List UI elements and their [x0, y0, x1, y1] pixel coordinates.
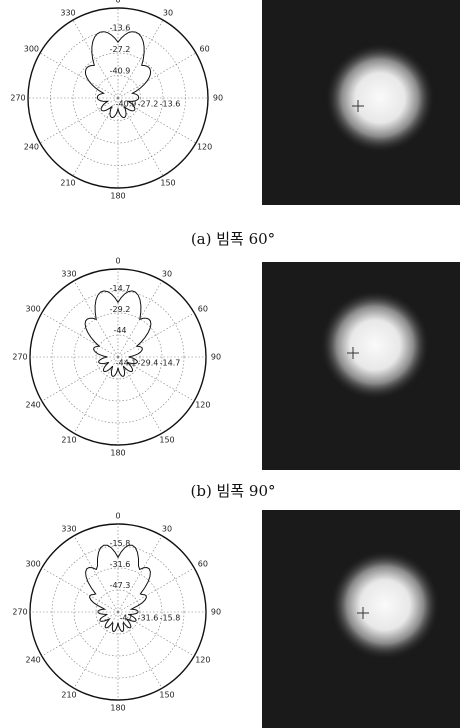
- polar-spoke: [73, 98, 118, 176]
- angle-label: 240: [24, 143, 39, 152]
- angle-label: 180: [110, 449, 125, 458]
- horizontal-label: -13.6: [160, 100, 181, 109]
- angle-label: 0: [115, 0, 120, 5]
- image-glow: [330, 550, 440, 660]
- angle-label: 120: [195, 656, 210, 665]
- polar-spoke: [40, 98, 118, 143]
- angle-label: 120: [195, 401, 210, 410]
- caption: (a) 빔폭 60°: [191, 230, 275, 248]
- angle-label: 270: [10, 94, 25, 103]
- polar-spoke: [40, 53, 118, 98]
- angle-label: 30: [162, 269, 172, 278]
- radial-label: -44: [113, 326, 126, 335]
- angle-label: 240: [25, 656, 40, 665]
- angle-label: 0: [115, 257, 120, 266]
- radial-label: -47.3: [110, 581, 131, 590]
- horizontal-label: -47: [119, 614, 132, 623]
- angle-label: 330: [61, 269, 76, 278]
- horizontal-label: -40.9: [116, 100, 137, 109]
- radial-label: -13.6: [110, 23, 131, 32]
- figure: 0306090120150180210240270300330-13.6-27.…: [0, 0, 466, 728]
- angle-label: 60: [198, 305, 208, 314]
- angle-label: 150: [160, 178, 175, 187]
- radial-label: -15.8: [110, 539, 131, 548]
- angle-label: 60: [198, 560, 208, 569]
- angle-label: 90: [211, 608, 221, 617]
- horizontal-label: -29.4: [138, 359, 159, 368]
- angle-label: 330: [60, 9, 75, 18]
- polar-spoke: [42, 357, 118, 401]
- angle-label: 240: [25, 401, 40, 410]
- image-glow: [325, 43, 435, 153]
- polar-spoke: [118, 98, 163, 176]
- radial-label: -40.9: [110, 67, 131, 76]
- angle-label: 90: [211, 353, 221, 362]
- angle-label: 180: [110, 192, 125, 201]
- angle-label: 210: [61, 436, 76, 445]
- radial-label: -14.7: [110, 284, 131, 293]
- angle-label: 150: [159, 436, 174, 445]
- angle-label: 120: [197, 143, 212, 152]
- horizontal-label: -27.2: [138, 100, 159, 109]
- caption: (b) 빔폭 90°: [190, 482, 275, 500]
- image-glow: [320, 290, 430, 400]
- horizontal-label: -31.6: [138, 614, 159, 623]
- angle-label: 90: [213, 94, 223, 103]
- angle-label: 270: [12, 608, 27, 617]
- horizontal-label: -44.1: [116, 359, 137, 368]
- radial-label: -31.6: [110, 560, 131, 569]
- angle-label: 30: [163, 9, 173, 18]
- polar-spoke: [118, 53, 196, 98]
- angle-label: 300: [25, 305, 40, 314]
- angle-label: 30: [162, 524, 172, 533]
- angle-label: 270: [12, 353, 27, 362]
- horizontal-label: -14.7: [160, 359, 181, 368]
- angle-label: 300: [24, 45, 39, 54]
- angle-label: 60: [200, 45, 210, 54]
- angle-label: 0: [115, 512, 120, 521]
- angle-label: 330: [61, 524, 76, 533]
- angle-label: 210: [61, 691, 76, 700]
- angle-label: 210: [60, 178, 75, 187]
- radial-label: -27.2: [110, 45, 131, 54]
- polar-spoke: [42, 612, 118, 656]
- angle-label: 180: [110, 704, 125, 713]
- radial-label: -29.2: [110, 305, 131, 314]
- angle-label: 300: [25, 560, 40, 569]
- angle-label: 150: [159, 691, 174, 700]
- horizontal-label: -15.8: [160, 614, 181, 623]
